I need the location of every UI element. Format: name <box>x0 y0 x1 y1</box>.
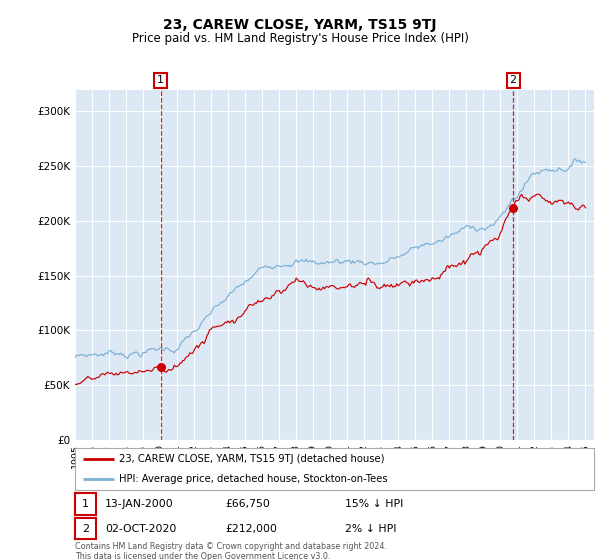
Text: Price paid vs. HM Land Registry's House Price Index (HPI): Price paid vs. HM Land Registry's House … <box>131 32 469 45</box>
Text: Contains HM Land Registry data © Crown copyright and database right 2024.
This d: Contains HM Land Registry data © Crown c… <box>75 542 387 560</box>
Text: £212,000: £212,000 <box>225 524 277 534</box>
Text: £66,750: £66,750 <box>225 499 270 509</box>
Text: 1: 1 <box>157 76 164 86</box>
Text: 1: 1 <box>82 499 89 509</box>
Text: 2: 2 <box>82 524 89 534</box>
Text: 2: 2 <box>509 76 517 86</box>
Text: HPI: Average price, detached house, Stockton-on-Tees: HPI: Average price, detached house, Stoc… <box>119 474 388 484</box>
Text: 23, CAREW CLOSE, YARM, TS15 9TJ: 23, CAREW CLOSE, YARM, TS15 9TJ <box>163 18 437 32</box>
Text: 15% ↓ HPI: 15% ↓ HPI <box>345 499 403 509</box>
Text: 13-JAN-2000: 13-JAN-2000 <box>105 499 174 509</box>
Text: 2% ↓ HPI: 2% ↓ HPI <box>345 524 397 534</box>
Text: 23, CAREW CLOSE, YARM, TS15 9TJ (detached house): 23, CAREW CLOSE, YARM, TS15 9TJ (detache… <box>119 454 385 464</box>
Text: 02-OCT-2020: 02-OCT-2020 <box>105 524 176 534</box>
